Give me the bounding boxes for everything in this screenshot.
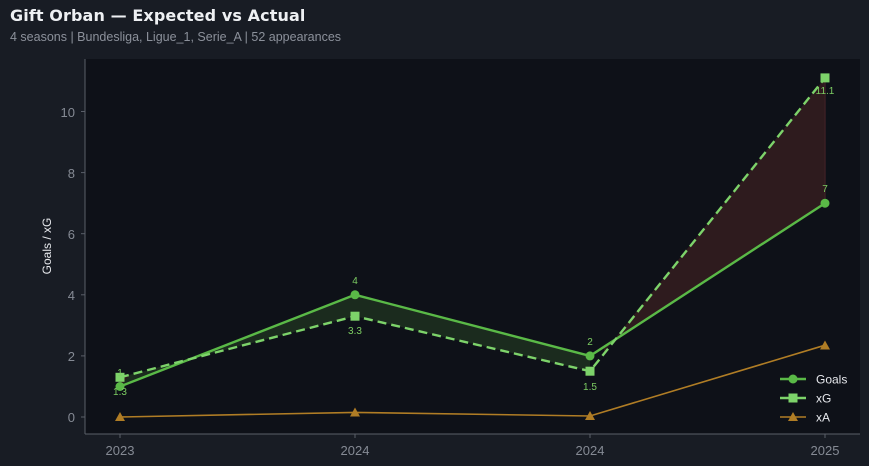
x-tick-label: 2025	[811, 443, 840, 458]
svg-text:xA: xA	[816, 411, 830, 425]
legend-item-xg: xG	[780, 392, 831, 406]
svg-text:7: 7	[822, 184, 828, 195]
circle-marker-icon	[820, 198, 830, 208]
x-ticks: 2023 2024 2024 2025	[106, 434, 840, 458]
legend: Goals xG xA	[780, 373, 847, 425]
y-tick-label: 2	[68, 349, 75, 364]
svg-text:3.3: 3.3	[348, 326, 362, 337]
x-tick-label: 2024	[576, 443, 605, 458]
svg-text:2: 2	[587, 337, 593, 348]
series-xg	[115, 73, 830, 382]
goals-point-labels: 1 4 2 7	[117, 184, 828, 379]
square-marker-icon	[115, 372, 125, 382]
y-axis-label: Goals / xG	[40, 218, 54, 275]
square-marker-icon	[788, 393, 798, 403]
triangle-marker-icon	[115, 412, 125, 421]
legend-item-xa: xA	[780, 411, 830, 425]
chart-title: Gift Orban — Expected vs Actual	[10, 6, 306, 25]
circle-marker-icon	[115, 382, 125, 391]
square-marker-icon	[350, 311, 360, 321]
x-tick-label: 2024	[341, 443, 370, 458]
triangle-marker-icon	[585, 411, 595, 420]
square-marker-icon	[585, 366, 595, 376]
series-xa	[115, 340, 830, 421]
svg-text:1.5: 1.5	[583, 382, 597, 393]
svg-text:4: 4	[352, 276, 358, 287]
svg-text:11.1: 11.1	[816, 86, 835, 97]
y-ticks: 0 2 4 6 8 10	[61, 105, 85, 425]
y-tick-label: 4	[68, 288, 75, 303]
xg-point-labels: 1.3 3.3 1.5 11.1	[113, 86, 835, 398]
y-tick-label: 6	[68, 227, 75, 242]
x-tick-label: 2023	[106, 443, 135, 458]
svg-text:1: 1	[117, 368, 123, 379]
svg-text:1.3: 1.3	[113, 387, 127, 398]
circle-marker-icon	[585, 351, 595, 361]
circle-marker-icon	[350, 290, 360, 300]
series-goals	[115, 198, 830, 391]
y-tick-label: 10	[61, 105, 75, 120]
y-tick-label: 0	[68, 410, 75, 425]
svg-text:xG: xG	[816, 392, 831, 406]
y-tick-label: 8	[68, 166, 75, 181]
triangle-marker-icon	[350, 407, 360, 417]
svg-text:Goals: Goals	[816, 373, 847, 387]
circle-marker-icon	[788, 374, 798, 384]
triangle-marker-icon	[820, 340, 830, 350]
chart-subtitle: 4 seasons | Bundesliga, Ligue_1, Serie_A…	[10, 30, 342, 44]
square-marker-icon	[820, 73, 830, 83]
triangle-marker-icon	[788, 412, 798, 421]
legend-item-goals: Goals	[780, 373, 847, 387]
